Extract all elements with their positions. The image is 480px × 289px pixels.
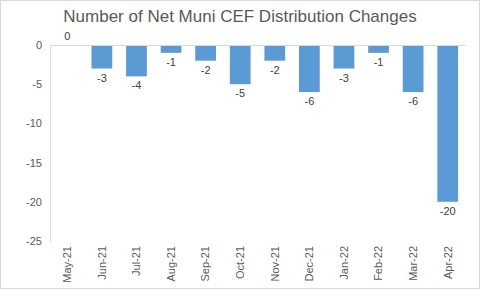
y-tick: -20 xyxy=(26,196,50,208)
x-tick: Sep-21 xyxy=(199,45,211,281)
x-tick: Feb-22 xyxy=(372,45,384,281)
bar xyxy=(403,45,424,92)
data-label: -3 xyxy=(339,72,349,84)
x-tick: Oct-21 xyxy=(234,45,246,279)
plot: -25-20-15-10-50May-21Jun-21Jul-21Aug-21S… xyxy=(26,30,465,283)
data-label: -4 xyxy=(132,79,142,91)
bar xyxy=(299,45,320,92)
y-tick: -10 xyxy=(26,117,50,129)
bar xyxy=(230,45,251,84)
bar xyxy=(437,45,458,202)
data-label: -6 xyxy=(408,95,418,107)
x-tick: Dec-21 xyxy=(303,45,315,281)
x-tick-label: Jul-21 xyxy=(130,246,142,276)
data-label: -20 xyxy=(440,205,456,217)
chart-frame xyxy=(1,1,480,289)
y-tick-label: -15 xyxy=(26,157,42,169)
y-tick: -15 xyxy=(26,157,50,169)
x-tick: Aug-21 xyxy=(165,45,177,281)
bar xyxy=(264,45,285,61)
bar xyxy=(334,45,355,69)
y-tick: -25 xyxy=(26,235,50,247)
y-tick-label: -20 xyxy=(26,196,42,208)
data-label: -1 xyxy=(374,56,384,68)
bar xyxy=(161,45,182,53)
x-tick: Jun-21 xyxy=(96,45,108,280)
data-label: -5 xyxy=(235,87,245,99)
title: Number of Net Muni CEF Distribution Chan… xyxy=(63,7,416,26)
x-tick-label: Mar-22 xyxy=(407,246,419,281)
y-tick-label: -10 xyxy=(26,117,42,129)
data-label: -2 xyxy=(270,64,280,76)
y-tick-label: 0 xyxy=(36,39,42,51)
x-tick-label: Nov-21 xyxy=(269,246,281,281)
x-tick: May-21 xyxy=(61,45,73,283)
y-tick: -5 xyxy=(32,78,50,90)
y-tick-label: -25 xyxy=(26,235,42,247)
bar xyxy=(126,45,147,76)
bars xyxy=(92,45,459,202)
x-tick-label: May-21 xyxy=(61,246,73,283)
data-labels: 0 -3 -4 -1 -2 -5 -2 -6 -3 -1 -6 -20 xyxy=(64,30,455,217)
bar xyxy=(92,45,113,69)
x-tick-label: Dec-21 xyxy=(303,246,315,281)
y-axis-line xyxy=(50,46,51,242)
x-tick-label: Jan-22 xyxy=(338,246,350,280)
data-label: -2 xyxy=(201,64,211,76)
x-tick-label: Oct-21 xyxy=(234,246,246,279)
chart: -25-20-15-10-50May-21Jun-21Jul-21Aug-21S… xyxy=(0,0,480,289)
x-tick: Mar-22 xyxy=(407,45,419,281)
x-tick-label: Apr-22 xyxy=(442,246,454,279)
x-axis-line xyxy=(51,45,466,46)
x-axis: May-21 Jun-21 Jul-21 Aug-21 Sep-21 Oct-21 Nov-… xyxy=(51,45,466,283)
bar xyxy=(195,45,216,61)
data-label: -6 xyxy=(304,95,314,107)
x-tick-label: Jun-21 xyxy=(96,246,108,280)
x-tick-label: Sep-21 xyxy=(199,246,211,281)
bar xyxy=(368,45,389,53)
data-label: -3 xyxy=(97,72,107,84)
y-tick-label: -5 xyxy=(32,78,42,90)
y-tick: 0 xyxy=(36,39,50,51)
x-tick: Jan-22 xyxy=(338,45,350,280)
x-tick-label: Feb-22 xyxy=(372,246,384,281)
x-tick-label: Aug-21 xyxy=(165,246,177,281)
x-tick: Apr-22 xyxy=(442,45,454,279)
x-tick: Nov-21 xyxy=(269,45,281,281)
x-tick: Jul-21 xyxy=(130,45,142,276)
data-label: -1 xyxy=(166,56,176,68)
y-axis: -25 -20 -15 -10 -5 0 xyxy=(26,39,50,247)
data-label: 0 xyxy=(64,30,70,42)
